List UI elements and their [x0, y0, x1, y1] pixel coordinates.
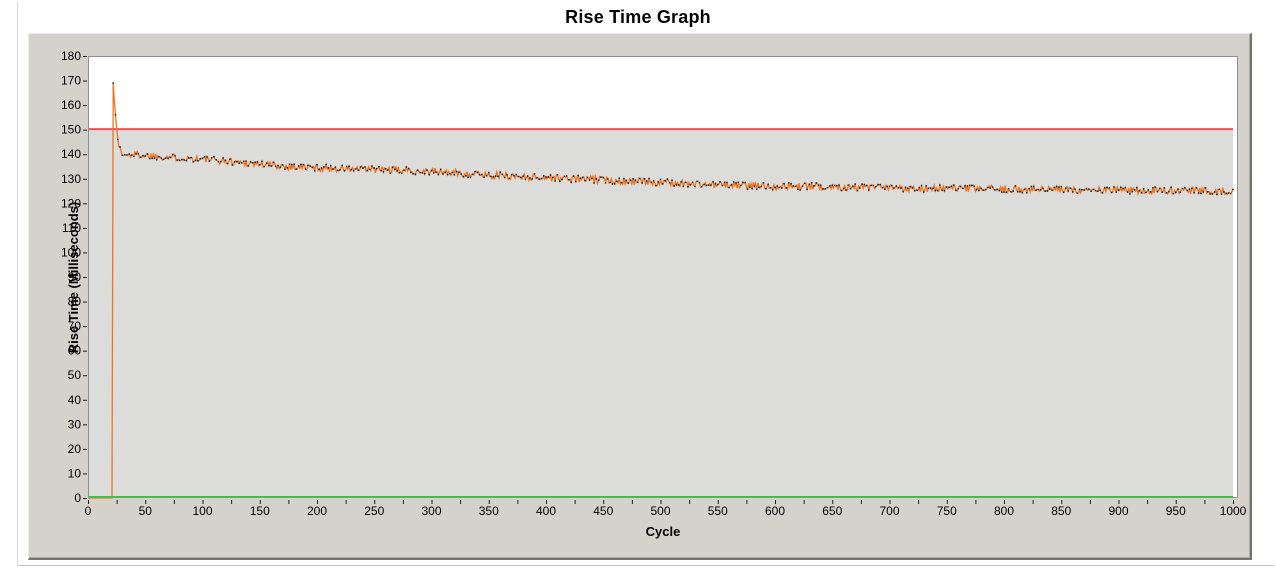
x-axis-title: Cycle — [645, 524, 681, 539]
y-tick-label: 140 — [61, 147, 81, 161]
y-tick-label: 90 — [68, 270, 82, 284]
x-tick-label: 800 — [994, 504, 1014, 518]
y-tick-label: 120 — [61, 196, 81, 210]
y-axis-title-wrap: Rise Time (Milliseconds) — [63, 56, 85, 498]
y-tick-label: 70 — [68, 319, 82, 333]
x-tick-label: 450 — [593, 504, 613, 518]
x-tick-label: 500 — [650, 504, 670, 518]
chart-title: Rise Time Graph — [565, 7, 711, 27]
x-axis-ticks: 0 50 100 150 200 250 300 350 400 450 500 550 600 650 7… — [85, 500, 1247, 518]
y-tick-label: 170 — [61, 74, 81, 88]
below-threshold-fill — [88, 129, 1233, 498]
graph-panel: 0 50 100 150 200 250 300 350 400 450 500 550 600 650 7… — [28, 33, 1252, 560]
y-tick-label: 50 — [68, 368, 82, 382]
x-tick-label: 700 — [879, 504, 899, 518]
y-tick-label: 30 — [68, 417, 82, 431]
y-tick-label: 40 — [68, 393, 82, 407]
y-tick-label: 130 — [61, 172, 81, 186]
y-tick-label: 60 — [68, 344, 82, 358]
x-tick-label: 200 — [307, 504, 327, 518]
y-tick-label: 150 — [61, 123, 81, 137]
x-tick-label: 750 — [937, 504, 957, 518]
y-tick-label: 0 — [74, 491, 81, 505]
x-tick-label: 600 — [765, 504, 785, 518]
x-tick-label: 1000 — [1220, 504, 1247, 518]
y-axis-ticks: 0 10 20 30 40 50 60 70 80 90 100 110 120 130 140 150 160… — [61, 49, 87, 505]
x-tick-label: 850 — [1051, 504, 1071, 518]
y-tick-label: 110 — [62, 221, 81, 235]
x-tick-label: 100 — [192, 504, 212, 518]
series-rise-time — [88, 82, 1234, 499]
x-tick-label: 50 — [139, 504, 153, 518]
y-tick-label: 10 — [68, 466, 82, 480]
x-tick-label: 150 — [250, 504, 270, 518]
x-tick-label: 900 — [1108, 504, 1128, 518]
x-tick-label: 0 — [85, 504, 92, 518]
x-tick-label: 250 — [364, 504, 384, 518]
x-tick-label: 300 — [421, 504, 441, 518]
x-tick-label: 400 — [536, 504, 556, 518]
y-axis-title: Rise Time (Milliseconds) — [66, 201, 82, 353]
rise-time-plot: 0 50 100 150 200 250 300 350 400 450 500 550 600 650 7… — [61, 49, 1247, 518]
x-tick-label: 650 — [822, 504, 842, 518]
series-points — [112, 82, 1234, 196]
y-tick-label: 160 — [61, 98, 81, 112]
y-tick-label: 80 — [68, 295, 82, 309]
plot-box-border — [88, 56, 1238, 498]
y-tick-label: 180 — [61, 49, 81, 63]
x-tick-label: 350 — [479, 504, 499, 518]
y-tick-label: 100 — [61, 245, 81, 259]
y-tick-label: 20 — [68, 442, 82, 456]
x-tick-label: 950 — [1166, 504, 1186, 518]
x-tick-label: 550 — [708, 504, 728, 518]
